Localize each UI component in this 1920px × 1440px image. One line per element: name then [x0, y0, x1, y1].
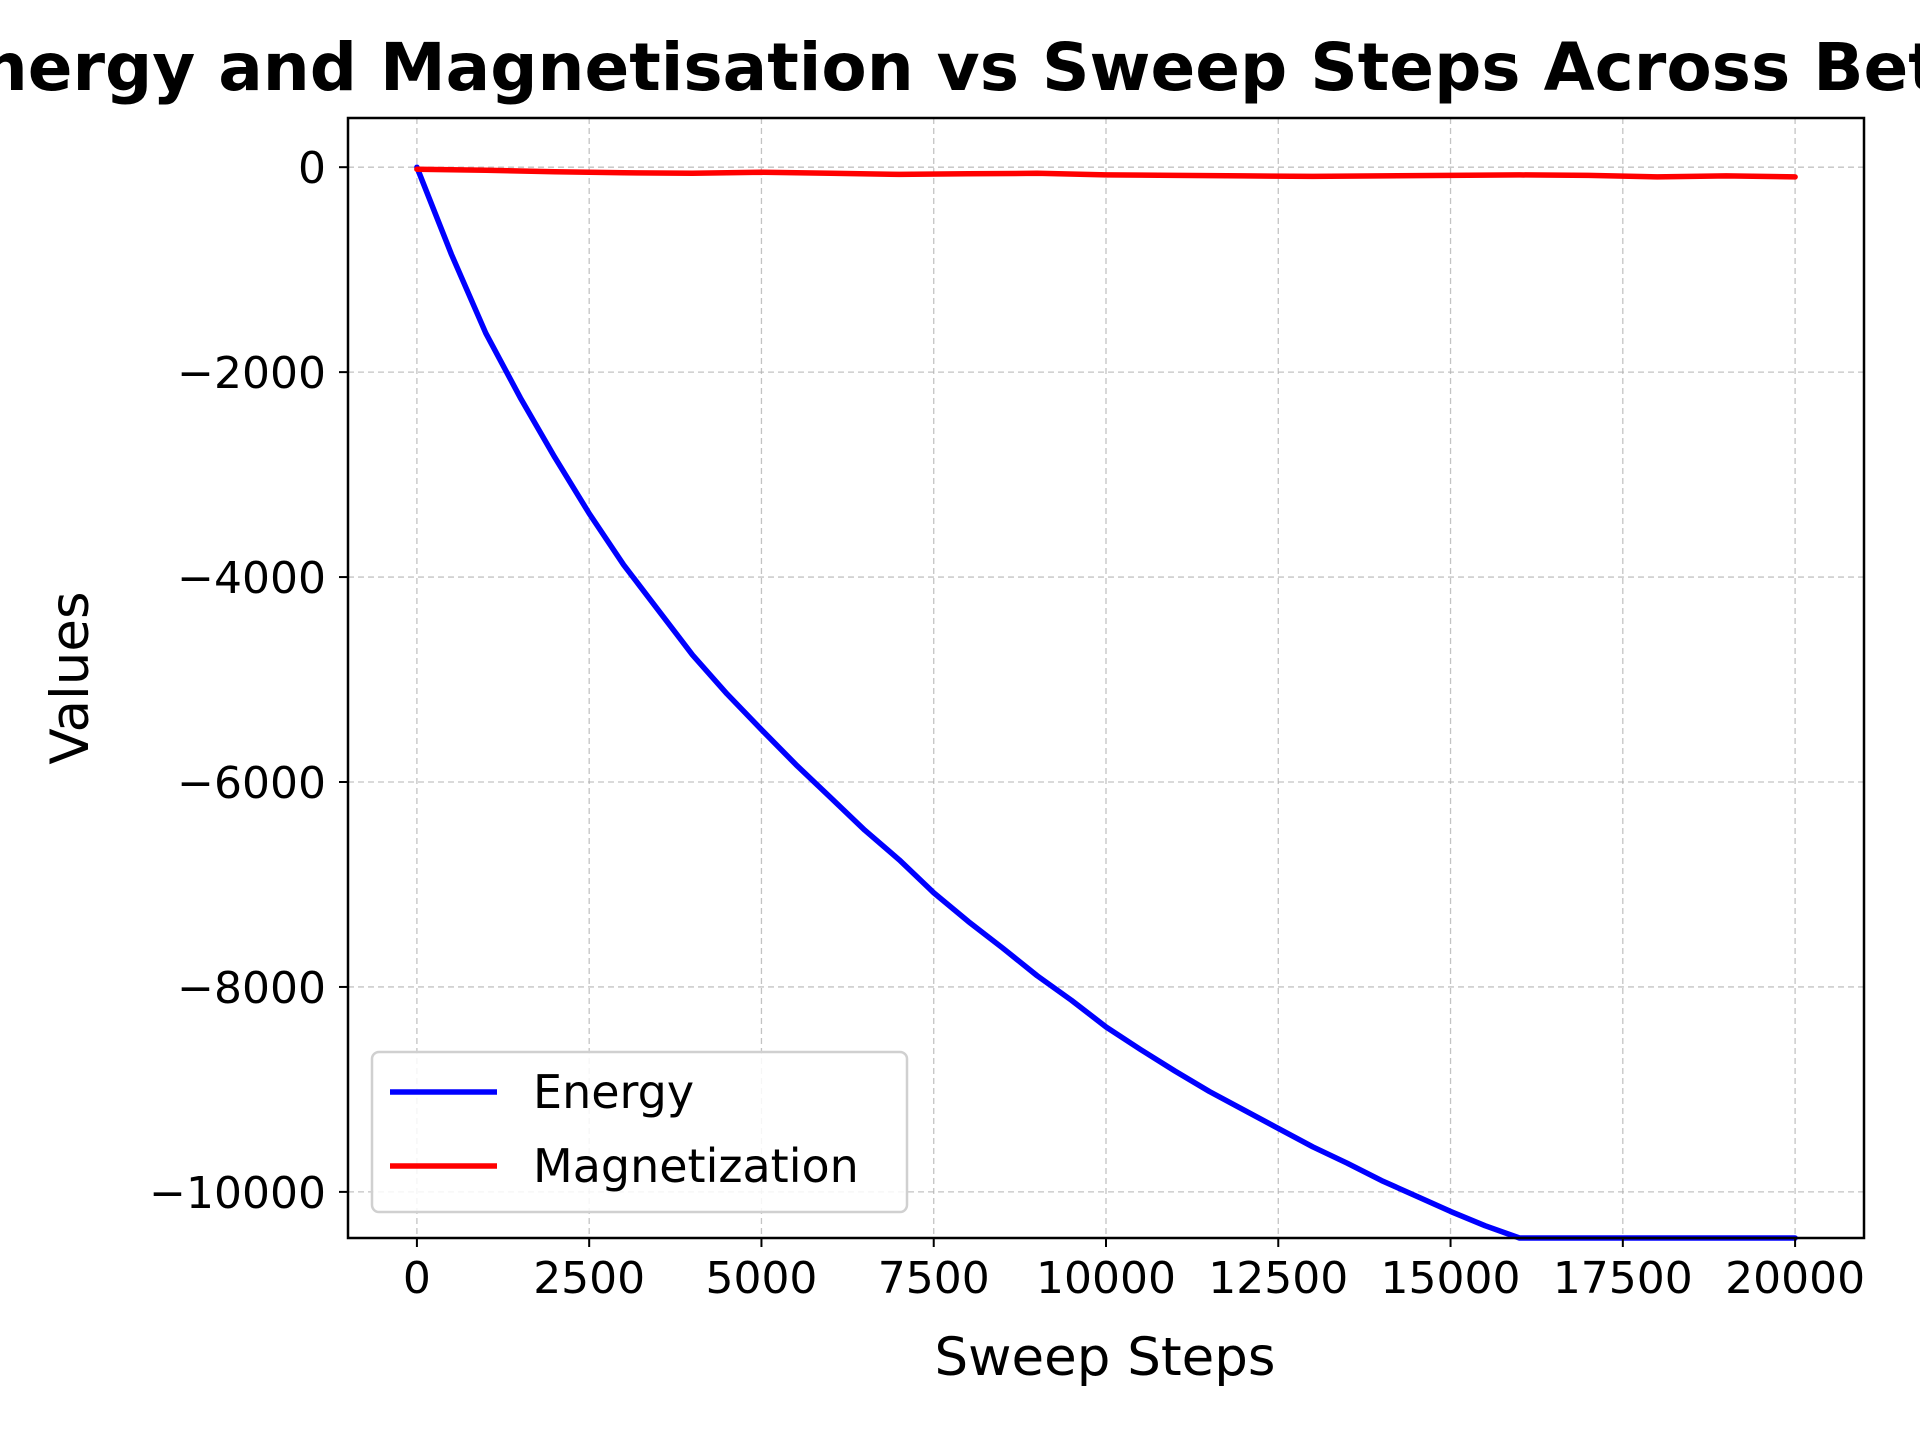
x-tick-label: 10000: [1036, 1253, 1176, 1304]
y-tick-label: −8000: [177, 963, 326, 1014]
y-axis-label: Values: [40, 591, 101, 764]
x-tick-label: 5000: [705, 1253, 817, 1304]
x-tick-label: 15000: [1381, 1253, 1521, 1304]
x-axis-label: Sweep Steps: [935, 1327, 1276, 1388]
y-tick-label: −10000: [149, 1168, 326, 1219]
y-tick-label: −4000: [177, 553, 326, 604]
legend: Energy Magnetization: [370, 1050, 909, 1214]
x-tick-label: 0: [403, 1253, 431, 1304]
x-tick-label: 2500: [533, 1253, 645, 1304]
y-tick-label: 0: [298, 143, 326, 194]
x-tick-label: 17500: [1553, 1253, 1693, 1304]
chart-title: Energy and Magnetisation vs Sweep Steps …: [0, 29, 1920, 106]
y-tick-label: −2000: [177, 348, 326, 399]
y-tick-label: −6000: [177, 758, 326, 809]
x-tick-label: 12500: [1208, 1253, 1348, 1304]
legend-label-magnetization: Magnetization: [533, 1139, 859, 1193]
legend-box: [370, 1050, 909, 1214]
axis-ticks: 0 2500 5000 7500 10000 12500 15000 17500 20000 0 −…: [149, 143, 1865, 1304]
legend-label-energy: Energy: [533, 1065, 694, 1119]
series-line-magnetization: [414, 166, 1798, 180]
x-tick-label: 20000: [1725, 1253, 1865, 1304]
x-tick-label: 7500: [878, 1253, 990, 1304]
